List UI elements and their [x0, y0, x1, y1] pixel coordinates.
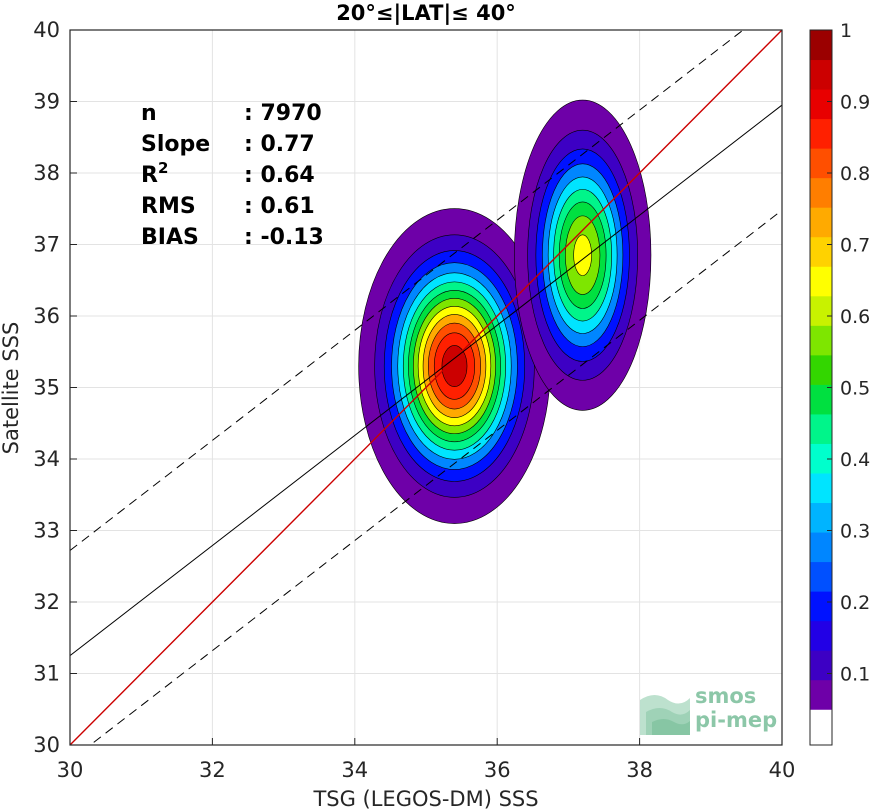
- x-tick-label: 36: [484, 758, 511, 782]
- chart-title: 20°≤|LAT|≤ 40°: [336, 1, 516, 26]
- colorbar-tick-label: 0.7: [840, 235, 870, 257]
- colorbar-swatch: [810, 443, 832, 474]
- colorbar-bottom-swatch: [810, 709, 832, 745]
- colorbar-swatch: [810, 472, 832, 504]
- y-tick-label: 32: [33, 590, 60, 614]
- stat-value: : 0.64: [244, 163, 315, 188]
- y-tick-label: 34: [33, 447, 60, 471]
- colorbar-swatch: [810, 89, 832, 120]
- colorbar-swatch: [810, 532, 832, 563]
- stat-value: : 7970: [244, 101, 322, 126]
- stat-value: : -0.13: [244, 225, 324, 250]
- colorbar-tick-label: 0.5: [840, 378, 870, 400]
- x-tick-label: 34: [341, 758, 368, 782]
- colorbar-swatch: [810, 679, 832, 710]
- waves-icon: [640, 695, 690, 735]
- y-tick-label: 40: [33, 18, 60, 42]
- x-tick-label: 40: [769, 758, 796, 782]
- y-tick-label: 30: [33, 733, 60, 757]
- lower-bound-line: [89, 209, 782, 745]
- colorbar-tick-label: 0.9: [840, 92, 870, 114]
- colorbar-tick-label: 0.4: [840, 449, 870, 471]
- colorbar-swatch: [810, 650, 832, 681]
- x-tick-label: 38: [626, 758, 653, 782]
- colorbar-swatch: [810, 236, 832, 267]
- colorbar-swatch: [810, 413, 832, 444]
- colorbar: 0.1 0.2 0.3 0.4 0.5 0.6 0.7 0.8 0.9 1: [809, 20, 870, 746]
- stat-label: Slope: [141, 132, 210, 157]
- y-tick-label: 33: [33, 519, 60, 543]
- logo-line-1: smos: [695, 684, 756, 708]
- stat-label: BIAS: [141, 225, 199, 250]
- y-axis-ticks: 30 31 32 33 34 35 36 37 38 39 40: [33, 18, 77, 757]
- y-tick-label: 39: [33, 90, 60, 114]
- smos-pi-mep-logo: smos pi-mep: [640, 684, 777, 735]
- colorbar-tick-label: 0.1: [840, 664, 870, 686]
- y-tick-label: 36: [33, 304, 60, 328]
- regression-line: [70, 104, 782, 657]
- stat-value: : 0.61: [244, 194, 315, 219]
- colorbar-swatch: [810, 591, 832, 622]
- x-tick-label: 32: [199, 758, 226, 782]
- y-tick-label: 35: [33, 376, 60, 400]
- colorbar-swatch: [810, 354, 832, 385]
- colorbar-swatch: [810, 325, 832, 356]
- reference-lines: [70, 30, 782, 745]
- colorbar-swatch: [810, 207, 832, 238]
- x-tick-label: 30: [57, 758, 84, 782]
- colorbar-swatch: [810, 502, 832, 533]
- stat-value: : 0.77: [244, 132, 315, 157]
- colorbar-swatch: [810, 177, 832, 208]
- colorbar-swatch: [810, 266, 832, 297]
- colorbar-swatch: [810, 620, 832, 651]
- colorbar-tick-label: 0.6: [840, 306, 870, 328]
- stat-label: R2: [141, 159, 168, 188]
- stat-label: RMS: [141, 194, 196, 219]
- colorbar-swatch: [810, 295, 832, 326]
- colorbar-swatch: [810, 30, 832, 61]
- stat-label: n: [141, 101, 157, 126]
- colorbar-swatch: [810, 148, 832, 179]
- one-to-one-line: [70, 30, 782, 745]
- upper-bound-line: [70, 30, 744, 551]
- logo-line-2: pi-mep: [695, 708, 777, 732]
- colorbar-swatch: [810, 59, 832, 90]
- x-axis-ticks: 30 32 34 36 38 40: [57, 738, 796, 782]
- y-tick-label: 37: [33, 233, 60, 257]
- colorbar-swatch: [810, 561, 832, 592]
- density-contour-2: [573, 234, 592, 276]
- y-tick-label: 38: [33, 161, 60, 185]
- x-axis-label: TSG (LEGOS-DM) SSS: [312, 787, 538, 811]
- colorbar-tick-label: 0.8: [840, 163, 870, 185]
- colorbar-tick-label: 1: [840, 20, 852, 42]
- colorbar-swatch: [810, 118, 832, 149]
- density-contours: [358, 99, 652, 524]
- colorbar-tick-label: 0.3: [840, 521, 870, 543]
- y-tick-label: 31: [33, 662, 60, 686]
- density-contour-1: [441, 345, 468, 387]
- colorbar-swatch: [810, 384, 832, 415]
- colorbar-tick-label: 0.2: [840, 592, 870, 614]
- statistics-box: n : 7970 Slope : 0.77 R2 : 0.64 RMS : 0.61 BIAS:…: [141, 101, 324, 250]
- y-axis-label: Satellite SSS: [0, 322, 23, 455]
